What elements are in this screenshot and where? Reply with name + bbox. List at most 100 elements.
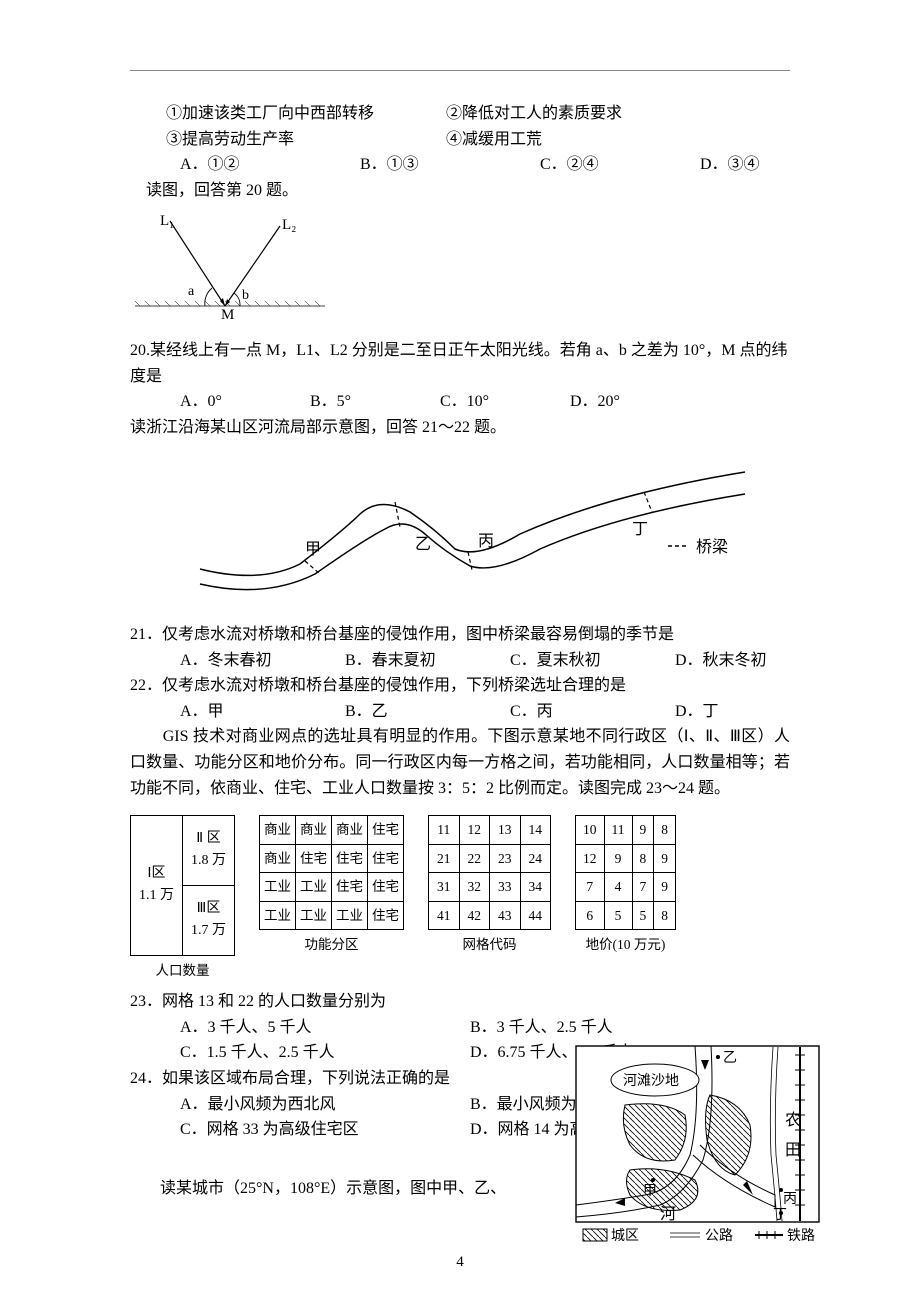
footer-stem: 读某城市（25°N，108°E）示意图，图中甲、乙、 xyxy=(160,1176,506,1202)
svg-text:桥梁: 桥梁 xyxy=(696,538,728,556)
q21-opt-b: B．春末夏初 xyxy=(345,648,460,674)
cell: 11 xyxy=(604,816,632,845)
cell: 5 xyxy=(632,901,654,930)
svg-text:甲: 甲 xyxy=(305,541,321,558)
svg-text:乙: 乙 xyxy=(723,1050,737,1066)
pop-I: Ⅰ区 1.1 万 xyxy=(131,816,183,956)
table-price: 1011981298974796558 地价(10 万元) xyxy=(575,815,676,981)
svg-text:农: 农 xyxy=(785,1111,801,1129)
cell: 住宅 xyxy=(368,901,404,930)
pop-III: Ⅲ区 1.7 万 xyxy=(183,885,235,955)
read-fig-20: 读图，回答第 20 题。 xyxy=(130,178,790,204)
cell: 工业 xyxy=(260,873,296,902)
svg-text:铁路: 铁路 xyxy=(787,1228,815,1244)
cell: 住宅 xyxy=(296,844,332,873)
svg-text:a: a xyxy=(188,284,195,299)
q23-opt-c: C．1.5 千人、2.5 千人 xyxy=(180,1040,470,1066)
q20-opt-a: A．0° xyxy=(180,389,310,415)
cell: 住宅 xyxy=(332,844,368,873)
cell: 工业 xyxy=(260,901,296,930)
code-caption: 网格代码 xyxy=(463,934,517,956)
q22-options: A．甲 B．乙 C．丙 D．丁 xyxy=(130,699,790,725)
q21-options: A．冬末春初 B．春末夏初 C．夏末秋初 D．秋末冬初 xyxy=(130,648,790,674)
svg-text:M: M xyxy=(221,307,234,321)
q22-opt-d: D．丁 xyxy=(675,699,790,725)
cell: 41 xyxy=(429,901,460,930)
svg-text:b: b xyxy=(242,288,249,303)
cell: 6 xyxy=(576,901,605,930)
svg-text:城区: 城区 xyxy=(611,1228,639,1244)
q20-stem: 20.某经线上有一点 M，L1、L2 分别是二至日正午太阳光线。若角 a、b 之… xyxy=(130,338,790,389)
q20-opt-c: C．10° xyxy=(440,389,570,415)
table-func: 商业商业商业住宅商业住宅住宅住宅工业工业住宅住宅工业工业工业住宅 功能分区 xyxy=(259,815,404,981)
cell: 商业 xyxy=(260,844,296,873)
cell: 11 xyxy=(429,816,460,845)
q20-options: A．0° B．5° C．10° D．20° xyxy=(180,389,790,415)
gis-intro: GIS 技术对商业网点的选址具有明显的作用。下图示意某地不同行政区（Ⅰ、Ⅱ、Ⅲ区… xyxy=(130,724,790,801)
cell: 住宅 xyxy=(368,816,404,845)
cell: 8 xyxy=(654,901,676,930)
cell: 42 xyxy=(459,901,490,930)
fig-city: 河滩沙地 乙 农 田 甲 河 丙 丁 城区 公路 铁路 xyxy=(575,1045,820,1264)
q23-opt-a: A．3 千人、5 千人 xyxy=(180,1015,470,1041)
cell: 商业 xyxy=(296,816,332,845)
func-caption: 功能分区 xyxy=(305,934,359,956)
page-number: 4 xyxy=(0,1250,920,1274)
q21-stem: 21．仅考虑水流对桥墩和桥台基座的侵蚀作用，图中桥梁最容易倒塌的季节是 xyxy=(130,622,790,648)
q21-opt-c: C．夏末秋初 xyxy=(510,648,625,674)
table-pop: Ⅰ区 1.1 万Ⅱ 区 1.8 万 Ⅲ区 1.7 万 人口数量 xyxy=(130,815,235,981)
cell: 31 xyxy=(429,873,460,902)
cell: 13 xyxy=(490,816,521,845)
intro-opt-d: D．③④ xyxy=(700,152,760,178)
fig-solstice: L₁ L₂ a b M xyxy=(130,211,790,330)
cell: 32 xyxy=(459,873,490,902)
cell: 8 xyxy=(632,844,654,873)
q22-opt-a: A．甲 xyxy=(180,699,295,725)
q23-opt-b: B．3 千人、2.5 千人 xyxy=(470,1015,613,1041)
q20-opt-d: D．20° xyxy=(570,389,700,415)
table-code: 11121314212223243132333441424344 网格代码 xyxy=(428,815,551,981)
pop-II: Ⅱ 区 1.8 万 xyxy=(183,816,235,886)
cell: 4 xyxy=(604,873,632,902)
svg-text:L₂: L₂ xyxy=(282,217,296,233)
q24-opt-c: C．网格 33 为高级住宅区 xyxy=(180,1117,470,1143)
cell: 14 xyxy=(520,816,551,845)
intro-opt-c: C．②④ xyxy=(540,152,700,178)
cell: 7 xyxy=(576,873,605,902)
cell: 9 xyxy=(654,844,676,873)
cell: 10 xyxy=(576,816,605,845)
cell: 8 xyxy=(654,816,676,845)
q21-opt-a: A．冬末春初 xyxy=(180,648,295,674)
svg-text:丙: 丙 xyxy=(783,1192,797,1207)
cell: 工业 xyxy=(296,873,332,902)
read-river: 读浙江沿海某山区河流局部示意图，回答 21～22 题。 xyxy=(130,415,790,441)
cell: 12 xyxy=(576,844,605,873)
svg-text:河: 河 xyxy=(660,1205,676,1223)
header-rule xyxy=(130,70,790,71)
cell: 44 xyxy=(520,901,551,930)
svg-text:丙: 丙 xyxy=(478,533,494,550)
svg-text:田: 田 xyxy=(785,1142,801,1159)
intro-stems-row1: ①加速该类工厂向中西部转移 ②降低对工人的素质要求 xyxy=(130,101,790,127)
q22-opt-c: C．丙 xyxy=(510,699,625,725)
intro-stems-row2: ③提高劳动生产率 ④减缓用工荒 xyxy=(130,127,790,153)
intro-opt-a: A．①② xyxy=(180,152,360,178)
cell: 5 xyxy=(604,901,632,930)
stem-4: ④减缓用工荒 xyxy=(446,127,542,153)
cell: 24 xyxy=(520,844,551,873)
cell: 7 xyxy=(632,873,654,902)
cell: 12 xyxy=(459,816,490,845)
cell: 9 xyxy=(632,816,654,845)
cell: 21 xyxy=(429,844,460,873)
q22-stem: 22．仅考虑水流对桥墩和桥台基座的侵蚀作用，下列桥梁选址合理的是 xyxy=(130,673,790,699)
cell: 商业 xyxy=(260,816,296,845)
svg-text:丁: 丁 xyxy=(632,521,648,538)
cell: 43 xyxy=(490,901,521,930)
fig-river: 甲 乙 丙 丁 桥梁 xyxy=(190,454,790,608)
q21-opt-d: D．秋末冬初 xyxy=(675,648,790,674)
q23-options-r1: A．3 千人、5 千人 B．3 千人、2.5 千人 xyxy=(130,1015,790,1041)
stem-3: ③提高劳动生产率 xyxy=(166,127,446,153)
cell: 9 xyxy=(654,873,676,902)
q23-stem: 23．网格 13 和 22 的人口数量分别为 xyxy=(130,989,790,1015)
cell: 34 xyxy=(520,873,551,902)
